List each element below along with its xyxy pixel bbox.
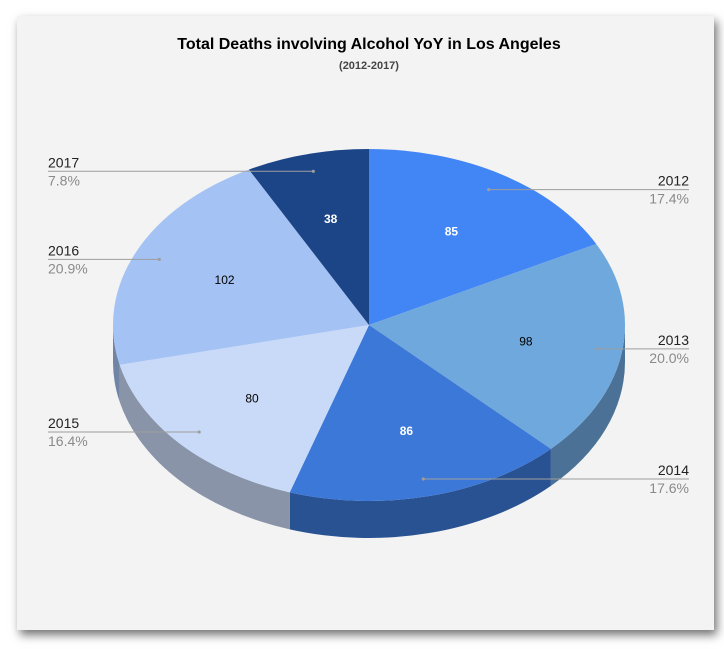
data-label-2017: 38: [324, 212, 338, 226]
pie-side-2015: [119, 364, 290, 530]
leader-dot-2014: [421, 477, 425, 481]
pie-side-2013: [550, 325, 625, 486]
pie-labels: 85 2012 17.4% 98 2013 20.0% 86 2014 17.6% 80 2015 1…: [48, 154, 689, 496]
category-label-2014: 2014: [658, 462, 689, 478]
leader-dot-2015: [197, 430, 201, 434]
pie-slice-2013[interactable]: [369, 243, 626, 449]
chart-title: Total Deaths involving Alcohol YoY in Lo…: [177, 36, 561, 53]
category-label-2015: 2015: [48, 415, 79, 431]
percent-label-2017: 7.8%: [48, 172, 80, 188]
percent-label-2015: 16.4%: [48, 433, 88, 449]
category-label-2012: 2012: [658, 173, 689, 189]
leader-dot-2017: [311, 169, 315, 173]
category-label-2013: 2013: [658, 332, 689, 348]
data-label-2012: 85: [445, 225, 459, 239]
pie-side-2016: [113, 325, 120, 402]
category-label-2016: 2016: [48, 242, 79, 258]
pie-slice-2017[interactable]: [248, 149, 369, 325]
data-label-2015: 80: [245, 392, 259, 406]
pie-side-2014: [289, 448, 551, 538]
pie-slice-2016[interactable]: [113, 169, 369, 365]
percent-label-2012: 17.4%: [649, 191, 689, 207]
pie-slice-2012[interactable]: [369, 149, 597, 325]
leader-dot-2016: [157, 257, 161, 261]
pie-slice-2015[interactable]: [119, 325, 369, 493]
percent-label-2016: 20.9%: [48, 260, 88, 276]
percent-label-2013: 20.0%: [649, 350, 689, 366]
percent-label-2014: 17.6%: [649, 480, 689, 496]
data-label-2013: 98: [519, 334, 533, 348]
category-label-2017: 2017: [48, 154, 79, 170]
leader-dot-2013: [595, 347, 599, 351]
chart-subtitle: (2012-2017): [339, 60, 399, 72]
pie-slices: [113, 149, 626, 502]
leader-dot-2012: [487, 188, 491, 192]
data-label-2014: 86: [400, 424, 414, 438]
pie-slice-2014[interactable]: [289, 325, 551, 502]
data-label-2016: 102: [215, 273, 235, 287]
pie-sides: [113, 325, 625, 538]
